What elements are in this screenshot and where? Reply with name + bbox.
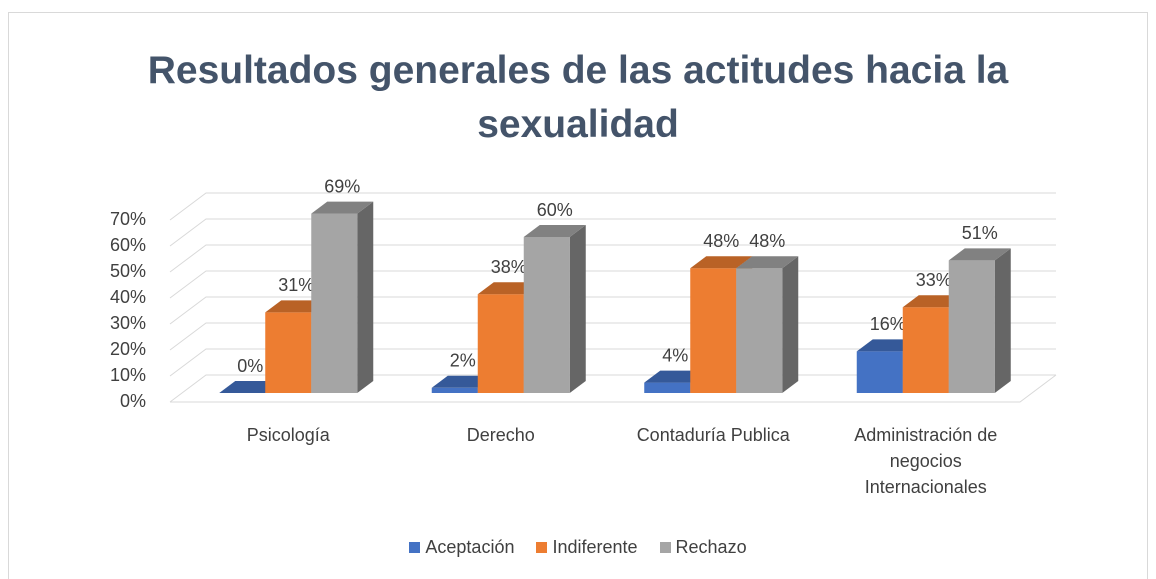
grid-line [169,244,1056,273]
data-label: 2% [450,351,476,371]
chart-title: Resultados generales de las actitudes ha… [147,49,1009,146]
data-label: 51% [962,223,998,243]
bar-top [948,248,1011,261]
legend-label: Aceptación [425,537,515,557]
bar-side [357,201,374,393]
bar-side [569,225,586,393]
bar [431,387,478,393]
bar [948,260,995,393]
bar [856,351,903,393]
bar-top [523,225,586,237]
legend-swatch [659,542,671,553]
data-label: 33% [916,270,952,290]
floor-edge [170,374,1057,403]
bar-side [782,256,799,393]
legend: Aceptación Indiferente Rechazo [0,537,1156,558]
legend-swatch [536,542,548,553]
bar-top [736,256,799,269]
data-label: 31% [278,275,314,295]
data-label: 69% [324,176,360,196]
data-label: 16% [870,314,906,334]
legend-label: Rechazo [675,537,747,557]
bar [736,268,783,393]
legend-item: Rechazo [659,537,747,558]
legend-item: Aceptación [409,537,514,558]
bar [477,294,524,393]
y-tick-label: 70% [110,209,146,229]
grid-line [169,192,1056,221]
legend-item: Indiferente [536,537,638,558]
bar [311,213,358,393]
data-label: 38% [491,257,527,277]
x-tick-label: Psicología [246,425,330,445]
legend-label: Indiferente [552,537,638,557]
data-label: 48% [703,231,739,251]
bar-side [994,248,1011,393]
y-tick-label: 50% [110,261,146,281]
data-label: 4% [662,345,688,365]
y-tick-label: 60% [110,235,146,255]
bar [523,237,570,393]
bar [690,268,737,393]
grid-line [169,218,1056,247]
bar [265,312,312,393]
legend-swatch [409,542,421,553]
bar-top [690,256,753,269]
bar-top [311,201,374,214]
x-tick-label: Administración de negocios Internacional… [854,425,998,497]
chart-border [8,12,1148,579]
data-label: 48% [749,231,785,251]
y-tick-label: 30% [110,313,146,333]
bar [644,382,691,393]
y-tick-label: 40% [110,287,146,307]
x-tick-label: Contaduría Publica [636,425,790,445]
data-label: 0% [237,356,263,376]
data-label: 60% [537,200,573,220]
bar [902,307,949,393]
y-tick-label: 10% [110,365,146,385]
y-tick-label: 0% [120,391,146,411]
x-tick-label: Derecho [466,425,535,445]
y-tick-label: 20% [110,339,146,359]
